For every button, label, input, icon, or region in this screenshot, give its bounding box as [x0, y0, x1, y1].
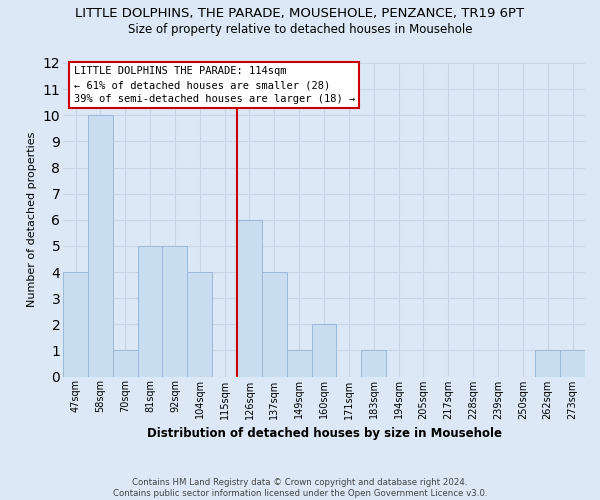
- Bar: [113, 350, 137, 376]
- Y-axis label: Number of detached properties: Number of detached properties: [27, 132, 37, 308]
- Bar: [237, 220, 262, 376]
- Text: Contains HM Land Registry data © Crown copyright and database right 2024.
Contai: Contains HM Land Registry data © Crown c…: [113, 478, 487, 498]
- X-axis label: Distribution of detached houses by size in Mousehole: Distribution of detached houses by size …: [146, 427, 502, 440]
- Bar: [262, 272, 287, 376]
- Bar: [137, 246, 163, 376]
- Bar: [560, 350, 585, 376]
- Bar: [88, 116, 113, 376]
- Bar: [535, 350, 560, 376]
- Text: Size of property relative to detached houses in Mousehole: Size of property relative to detached ho…: [128, 22, 472, 36]
- Text: LITTLE DOLPHINS THE PARADE: 114sqm
← 61% of detached houses are smaller (28)
39%: LITTLE DOLPHINS THE PARADE: 114sqm ← 61%…: [74, 66, 355, 104]
- Bar: [287, 350, 311, 376]
- Bar: [311, 324, 337, 376]
- Bar: [63, 272, 88, 376]
- Bar: [187, 272, 212, 376]
- Bar: [163, 246, 187, 376]
- Bar: [361, 350, 386, 376]
- Text: LITTLE DOLPHINS, THE PARADE, MOUSEHOLE, PENZANCE, TR19 6PT: LITTLE DOLPHINS, THE PARADE, MOUSEHOLE, …: [76, 8, 524, 20]
